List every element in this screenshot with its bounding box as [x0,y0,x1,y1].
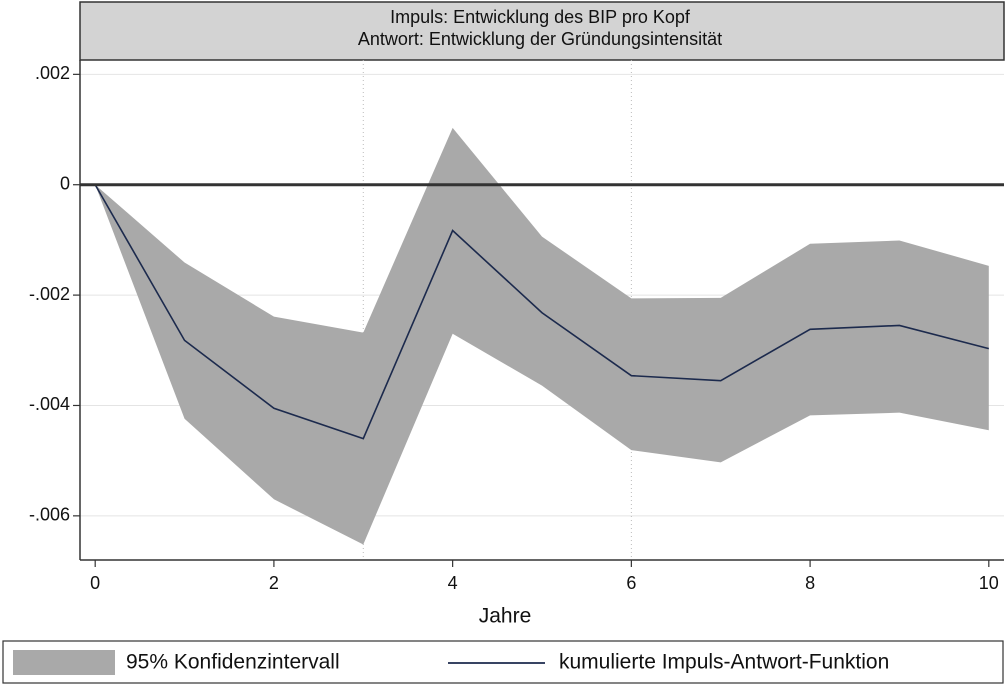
x-tick-label: 0 [90,573,100,593]
x-tick-label: 10 [979,573,999,593]
irf-line [94,184,990,440]
x-tick-label: 2 [269,573,279,593]
confidence-band [95,127,989,545]
y-tick-label: -.006 [29,505,70,525]
chart-title: Impuls: Entwicklung des BIP pro Kopf [390,7,691,27]
x-tick-label: 6 [626,573,636,593]
chart-subtitle: Antwort: Entwicklung der Gründungsintens… [358,29,722,49]
y-tick-label: 0 [60,173,70,193]
x-tick-label: 8 [805,573,815,593]
legend-swatch [13,650,115,675]
legend-label: 95% Konfidenzintervall [126,651,340,674]
header-box [79,1,1005,61]
x-axis-label: Jahre [479,605,532,628]
y-tick-label: -.004 [29,394,70,414]
y-tick-label: -.002 [29,284,70,304]
x-tick-label: 4 [448,573,458,593]
legend-label: kumulierte Impuls-Antwort-Funktion [559,651,889,674]
legend-box [2,640,1004,684]
y-tick-label: .002 [35,63,70,83]
